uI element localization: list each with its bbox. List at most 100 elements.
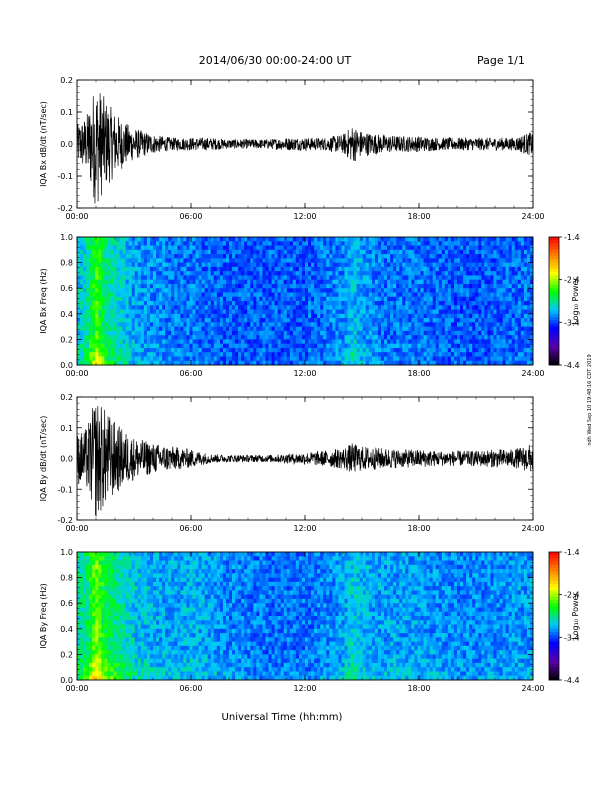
spectrogram-cell (77, 313, 81, 319)
spectrogram-cell (523, 360, 528, 366)
spectrogram-cell (508, 279, 513, 285)
spectrogram-cell (183, 343, 187, 349)
spectrogram-cell (80, 288, 84, 293)
spectrogram-cell (320, 318, 324, 323)
spectrogram-cell (523, 335, 528, 340)
spectrogram-cell (305, 266, 309, 272)
spectrogram-cell (174, 309, 178, 315)
spectrogram-cell (341, 343, 345, 349)
spectrogram-cell (463, 309, 467, 315)
spectrogram-cell (469, 313, 473, 319)
spectrogram-cell (131, 335, 136, 340)
spectrogram-cell (314, 266, 318, 272)
spectrogram-cell (77, 637, 81, 642)
spectrogram-cell (359, 266, 364, 272)
spectrogram-cell (198, 352, 203, 357)
spectrogram-cell (98, 296, 102, 302)
spectrogram-cell (414, 254, 418, 259)
spectrogram-cell (520, 330, 525, 336)
spectrogram-cell (104, 237, 108, 242)
spectrogram-cell (460, 254, 464, 259)
spectrogram-cell (520, 279, 525, 285)
spectrogram-cell (475, 322, 479, 327)
spectrogram-cell (244, 292, 248, 298)
spectrogram-cell (429, 279, 434, 285)
spectrogram-cell (317, 249, 321, 255)
spectrogram-cell (95, 279, 99, 285)
spectrogram-cell (396, 347, 400, 353)
spectrogram-cell (241, 335, 245, 340)
spectrogram-cell (171, 305, 175, 310)
spectrogram-cell (198, 347, 203, 353)
colorbar-segment (549, 355, 559, 359)
spectrogram-cell (232, 262, 236, 268)
spectrogram-cell (219, 352, 224, 357)
spectrogram-cell (159, 301, 163, 306)
spectrogram-cell (286, 330, 291, 336)
spectrogram-cell (514, 347, 519, 353)
spectrogram-cell (146, 266, 151, 272)
spectrogram-cell (341, 245, 345, 251)
spectrogram-cell (92, 258, 96, 263)
spectrogram-cell (414, 301, 418, 306)
spectrogram-cell (171, 352, 175, 357)
spectrogram-cell (520, 318, 525, 323)
spectrogram-cell (429, 237, 434, 242)
spectrogram-cell (423, 237, 427, 242)
spectrogram-cell (235, 279, 239, 285)
spectrogram-cell (216, 249, 221, 255)
spectrogram-cell (335, 347, 339, 353)
spectrogram-cell (387, 245, 391, 251)
spectrogram-cell (460, 318, 464, 323)
spectrogram-cell (104, 309, 108, 315)
spectrogram-cell (104, 258, 108, 263)
spectrogram-cell (162, 288, 166, 293)
spectrogram-cell (347, 292, 351, 298)
spectrogram-cell (128, 326, 133, 332)
spectrogram-cell (493, 305, 497, 310)
spectrogram-cell (253, 301, 257, 306)
spectrogram-cell (119, 322, 123, 327)
spectrogram-cell (171, 275, 175, 281)
spectrogram-cell (326, 305, 330, 310)
spectrogram-cell (110, 275, 114, 281)
spectrogram-cell (149, 313, 154, 319)
spectrogram-cell (86, 313, 90, 319)
spectrogram-cell (350, 288, 355, 293)
spectrogram-cell (286, 305, 291, 310)
spectrogram-cell (305, 279, 309, 285)
spectrogram-cell (125, 347, 130, 353)
spectrogram-cell (274, 318, 279, 323)
spectrogram-cell (80, 347, 84, 353)
spectrogram-cell (320, 347, 324, 353)
spectrogram-cell (83, 279, 87, 285)
spectrogram-cell (393, 258, 397, 263)
spectrogram-cell (371, 347, 376, 353)
spectrogram-cell (396, 258, 400, 263)
spectrogram-cell (371, 301, 376, 306)
spectrogram-cell (183, 266, 187, 272)
spectrogram-cell (384, 262, 388, 268)
spectrogram-cell (529, 356, 534, 362)
spectrogram-cell (146, 262, 151, 268)
spectrogram-cell (514, 343, 519, 349)
spectrogram-cell (402, 347, 406, 353)
spectrogram-cell (180, 249, 184, 255)
spectrogram-cell (131, 254, 136, 259)
spectrogram-cell (195, 275, 199, 281)
spectrogram-cell (414, 266, 418, 272)
spectrogram-cell (517, 330, 522, 336)
spectrogram-cell (134, 301, 139, 306)
spectrogram-cell (484, 271, 488, 276)
spectrogram-cell (381, 275, 385, 281)
spectrogram-cell (493, 301, 497, 306)
spectrogram-cell (247, 301, 251, 306)
spectrogram-cell (408, 288, 412, 293)
spectrogram-cell (156, 330, 160, 336)
spectrogram-cell (298, 360, 303, 366)
spectrogram-cell (128, 313, 133, 319)
spectrogram-cell (487, 271, 491, 276)
spectrogram-cell (283, 254, 288, 259)
spectrogram-cell (520, 326, 525, 332)
spectrogram-cell (432, 335, 437, 340)
